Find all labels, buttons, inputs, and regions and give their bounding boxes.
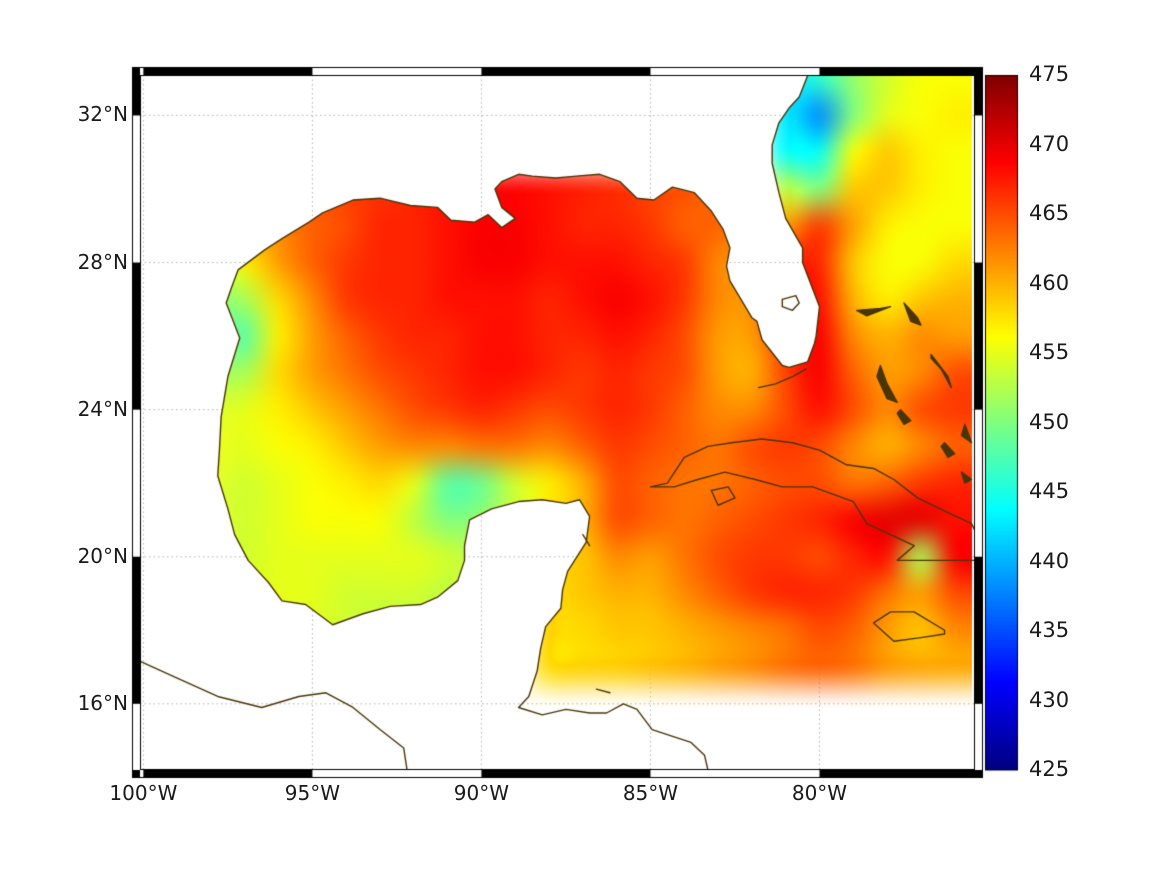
x-axis-tick-label: 95°W xyxy=(284,781,341,805)
colorbar-tick-label: 450 xyxy=(1029,409,1070,434)
colorbar-tick-label: 440 xyxy=(1029,548,1070,573)
y-axis-tick-label: 32°N xyxy=(77,102,128,127)
colorbar-tick-label: 470 xyxy=(1029,131,1070,156)
x-axis-tick-label: 80°W xyxy=(791,781,848,805)
y-axis-tick-label: 28°N xyxy=(77,249,128,274)
colorbar-tick-label: 425 xyxy=(1029,757,1070,781)
colorbar-tick-label: 460 xyxy=(1029,270,1070,295)
colorbar-tick-label: 445 xyxy=(1029,479,1070,503)
colorbar-tick-label: 455 xyxy=(1029,340,1070,364)
y-axis-tick-label: 16°N xyxy=(77,690,128,715)
x-axis-tick-label: 85°W xyxy=(622,781,679,805)
x-axis-tick-label: 90°W xyxy=(453,781,510,805)
y-axis-tick-label: 20°N xyxy=(77,543,128,568)
colorbar-tick-label: 465 xyxy=(1029,201,1070,225)
y-axis-tick-label: 24°N xyxy=(77,396,128,421)
colorbar-tick-label: 430 xyxy=(1029,687,1070,712)
colorbar-tick-label: 435 xyxy=(1029,618,1070,642)
x-axis-tick-label: 100°W xyxy=(109,781,178,805)
colorbar-tick-label: 475 xyxy=(1029,62,1070,86)
